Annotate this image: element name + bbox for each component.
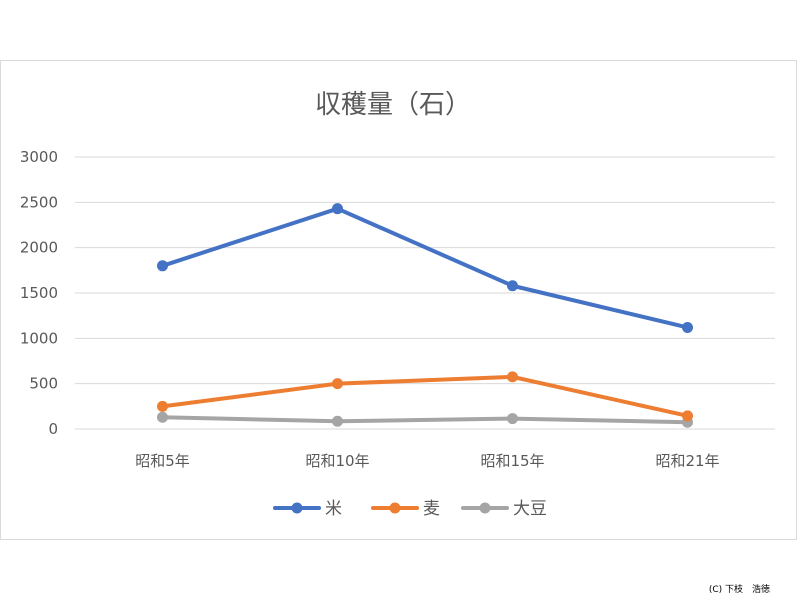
y-tick-label: 2000 bbox=[20, 239, 58, 257]
series-line bbox=[160, 206, 690, 330]
x-tick-label: 昭和21年 bbox=[655, 452, 719, 470]
legend-label: 米 bbox=[325, 499, 342, 519]
data-point bbox=[332, 203, 343, 215]
legend-label: 麦 bbox=[423, 499, 440, 519]
series-lines bbox=[157, 203, 693, 428]
y-tick-label: 2500 bbox=[20, 193, 58, 211]
data-point bbox=[332, 415, 343, 427]
legend-label: 大豆 bbox=[513, 499, 547, 519]
legend-item: 麦 bbox=[371, 499, 440, 519]
x-tick-label: 昭和10年 bbox=[305, 452, 369, 470]
series-大豆 bbox=[157, 411, 693, 428]
data-point bbox=[507, 413, 518, 425]
data-point bbox=[507, 280, 518, 292]
x-axis-ticks: 昭和5年 昭和10年 昭和15年 昭和21年 bbox=[135, 452, 719, 470]
y-tick-label: 0 bbox=[48, 420, 58, 438]
x-tick-label: 昭和5年 bbox=[135, 452, 190, 470]
y-tick-label: 500 bbox=[29, 375, 58, 393]
legend-marker bbox=[389, 502, 401, 514]
line-chart: 収穫量（石） 0 500 1000 1500 2000 2500 3000 昭和5年 昭和10… bbox=[20, 90, 775, 519]
data-point bbox=[157, 260, 168, 272]
series-米 bbox=[157, 203, 693, 333]
series-line bbox=[160, 374, 690, 418]
gridlines bbox=[75, 156, 775, 430]
data-point bbox=[682, 321, 693, 333]
y-axis-ticks: 0 500 1000 1500 2000 2500 3000 bbox=[20, 148, 58, 438]
series-line bbox=[160, 415, 690, 425]
data-point bbox=[682, 410, 693, 422]
legend-item: 米 bbox=[273, 499, 342, 519]
data-point bbox=[507, 371, 518, 383]
legend-marker bbox=[479, 502, 491, 514]
copyright-credit: (C) 下枝 浩徳 bbox=[708, 585, 770, 595]
data-point bbox=[157, 411, 168, 423]
legend-item: 大豆 bbox=[461, 499, 547, 519]
chart-frame: 収穫量（石） 0 500 1000 1500 2000 2500 3000 昭和5年 昭和10… bbox=[0, 60, 797, 540]
y-tick-label: 1000 bbox=[20, 329, 58, 347]
x-tick-label: 昭和15年 bbox=[480, 452, 544, 470]
y-tick-label: 3000 bbox=[20, 148, 58, 166]
y-tick-label: 1500 bbox=[20, 284, 58, 302]
legend-marker bbox=[291, 502, 303, 514]
chart-title: 収穫量（石） bbox=[315, 90, 471, 120]
data-point bbox=[157, 400, 168, 412]
series-麦 bbox=[157, 371, 693, 422]
data-point bbox=[332, 378, 343, 390]
legend: 米 麦 大豆 bbox=[273, 499, 547, 519]
